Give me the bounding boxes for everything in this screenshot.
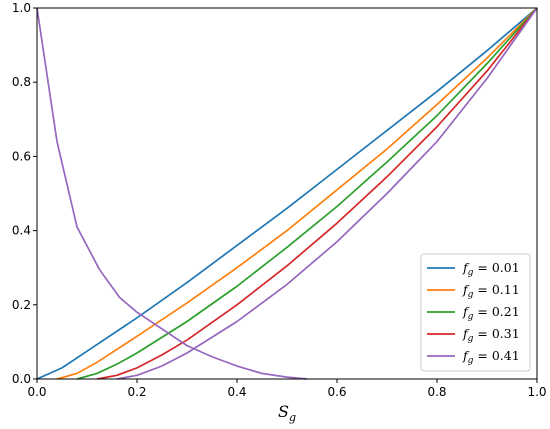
series-line-4: [116, 7, 538, 380]
y-tick-label: 0.6: [12, 149, 31, 163]
y-tick-label: 0.2: [12, 298, 31, 312]
x-tick-label: 0.6: [327, 385, 346, 399]
y-tick-label: 1.0: [12, 1, 31, 15]
x-axis-label-sub: g: [289, 411, 296, 424]
x-tick-label: 1.0: [527, 385, 546, 399]
legend-label: fg = 0.11: [462, 282, 520, 300]
legend-label: fg = 0.41: [462, 348, 520, 366]
axes-frame: [36, 7, 538, 380]
y-axis: 0.0 0.2 0.4 0.6 0.8 1.0: [12, 1, 37, 386]
series-line-1: [56, 7, 538, 380]
legend-box: [420, 253, 531, 372]
legend-label: fg = 0.31: [462, 326, 520, 344]
series-line-0: [36, 7, 538, 380]
series-line-3: [96, 7, 538, 380]
legend-label: fg = 0.21: [462, 304, 520, 322]
y-tick-label: 0.4: [12, 224, 31, 238]
x-tick-label: 0.2: [127, 385, 146, 399]
legend: fg = 0.01 fg = 0.11 fg = 0.21 fg = 0.31 fg =…: [420, 253, 531, 372]
y-tick-label: 0.0: [12, 372, 31, 386]
plot-lines: [36, 7, 538, 380]
x-axis: 0.0 0.2 0.4 0.6 0.8 1.0: [27, 379, 547, 399]
x-tick-label: 0.0: [27, 385, 46, 399]
legend-items: fg = 0.01 fg = 0.11 fg = 0.21 fg = 0.31 fg =…: [427, 260, 520, 366]
x-axis-label-main: S: [278, 402, 289, 421]
series-line-2: [76, 7, 538, 380]
x-tick-label: 0.4: [227, 385, 246, 399]
legend-label: fg = 0.01: [462, 260, 520, 278]
y-tick-label: 0.8: [12, 75, 31, 89]
x-axis-label: Sg: [278, 402, 296, 424]
x-tick-label: 0.8: [427, 385, 446, 399]
series-line-5: [36, 7, 308, 380]
